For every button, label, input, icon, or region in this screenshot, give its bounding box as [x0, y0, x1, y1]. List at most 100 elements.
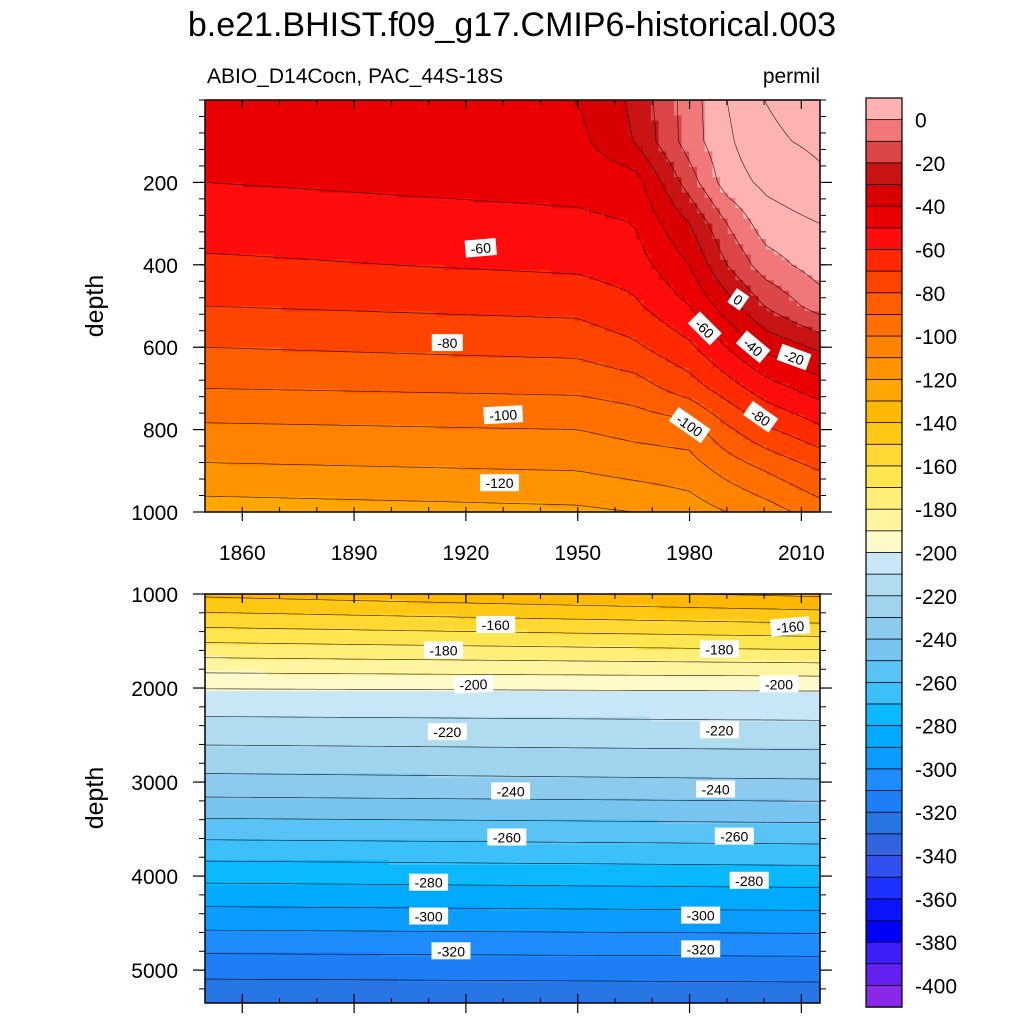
contour-cell	[504, 362, 514, 369]
contour-cell	[281, 110, 291, 117]
contour-cell	[312, 295, 321, 302]
contour-cell	[497, 378, 506, 384]
contour-cell	[504, 136, 514, 142]
contour-cell	[673, 146, 683, 153]
contour-cell	[635, 203, 644, 209]
contour-cell	[681, 218, 690, 225]
contour-cell	[366, 336, 375, 343]
contour-cell	[281, 146, 291, 153]
contour-cell	[712, 383, 721, 389]
contour-cell	[650, 177, 660, 183]
contour-cell	[743, 223, 752, 230]
contour-cell	[458, 187, 467, 194]
contour-cell	[458, 409, 467, 415]
contour-cell	[604, 125, 614, 132]
contour-cell	[566, 177, 575, 183]
contour-cell	[712, 372, 721, 379]
contour-cell	[673, 166, 683, 173]
contour-cell	[750, 213, 760, 220]
contour-cell	[720, 249, 729, 256]
contour-cell	[381, 342, 391, 348]
contour-cell	[366, 130, 375, 137]
contour-cell	[228, 161, 237, 168]
contour-cell	[504, 388, 514, 395]
contour-cell	[597, 228, 606, 235]
contour-cell	[389, 336, 398, 343]
contour-cell	[289, 228, 298, 235]
contour-cell	[443, 357, 452, 364]
contour-cell	[320, 156, 329, 163]
contour-cell	[535, 239, 544, 245]
contour-cell	[312, 269, 321, 276]
contour-cell	[574, 378, 583, 384]
contour-cell	[374, 275, 383, 281]
contour-cell	[443, 208, 452, 214]
contour-cell	[289, 383, 298, 389]
contour-cell	[358, 110, 368, 117]
contour-cell	[381, 362, 391, 369]
contour-cell	[297, 203, 306, 209]
contour-cell	[381, 208, 391, 214]
contour-cell	[412, 218, 421, 225]
contour-cell	[597, 244, 606, 250]
contour-cell	[504, 264, 514, 271]
contour-cell	[435, 239, 444, 245]
contour-cell	[566, 357, 575, 364]
contour-cell	[328, 409, 337, 415]
contour-cell	[574, 187, 583, 194]
contour-cell	[466, 362, 475, 369]
contour-cell	[328, 156, 337, 163]
contour-cell	[351, 254, 360, 261]
contour-cell	[304, 275, 314, 281]
contour-cell	[304, 290, 314, 297]
contour-cell	[604, 259, 614, 266]
contour-cell	[412, 264, 421, 271]
contour-cell	[574, 192, 583, 199]
contour-cell	[620, 239, 629, 245]
contour-cell	[581, 192, 590, 199]
contour-cell	[304, 300, 314, 307]
contour-cell	[212, 105, 221, 111]
contour-cell	[466, 290, 475, 297]
contour-cell	[397, 182, 406, 189]
contour-cell	[512, 326, 521, 333]
contour-cell	[689, 187, 698, 194]
contour-cell	[681, 403, 690, 410]
contour-cell	[481, 264, 491, 271]
contour-cell	[535, 321, 544, 328]
contour-cell	[504, 367, 514, 374]
contour-cell	[281, 372, 291, 379]
contour-cell	[527, 352, 537, 359]
contour-cell	[604, 414, 614, 420]
contour-cell	[512, 295, 521, 302]
contour-cell	[397, 331, 406, 338]
contour-cell	[381, 269, 391, 276]
contour-cell	[304, 187, 314, 194]
contour-cell	[404, 331, 414, 338]
contour-cell	[466, 233, 475, 240]
contour-cell	[205, 136, 214, 142]
contour-cell	[727, 172, 737, 178]
contour-cell	[212, 125, 221, 132]
contour-cell	[451, 316, 460, 323]
contour-cell	[627, 146, 637, 153]
contour-cell	[243, 269, 252, 276]
contour-cell	[743, 280, 752, 286]
contour-cell	[566, 161, 575, 168]
contour-cell	[474, 372, 483, 379]
contour-cell	[343, 151, 352, 158]
contour-cell	[558, 367, 567, 374]
contour-cell	[535, 146, 544, 153]
contour-cell	[266, 249, 275, 256]
contour-cell	[281, 269, 291, 276]
contour-cell	[658, 110, 667, 117]
contour-cell	[435, 100, 444, 106]
contour-cell	[228, 383, 237, 389]
contour-cell	[404, 239, 414, 245]
contour-cell	[481, 336, 491, 343]
contour-cell	[773, 388, 783, 395]
contour-cell	[289, 218, 298, 225]
contour-cell	[520, 285, 529, 292]
contour-cell	[397, 285, 406, 292]
contour-cell	[566, 172, 575, 178]
